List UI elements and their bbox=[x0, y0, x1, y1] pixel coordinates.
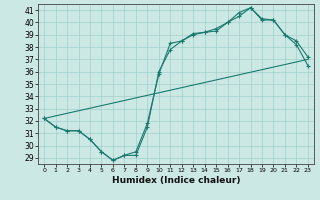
X-axis label: Humidex (Indice chaleur): Humidex (Indice chaleur) bbox=[112, 176, 240, 185]
